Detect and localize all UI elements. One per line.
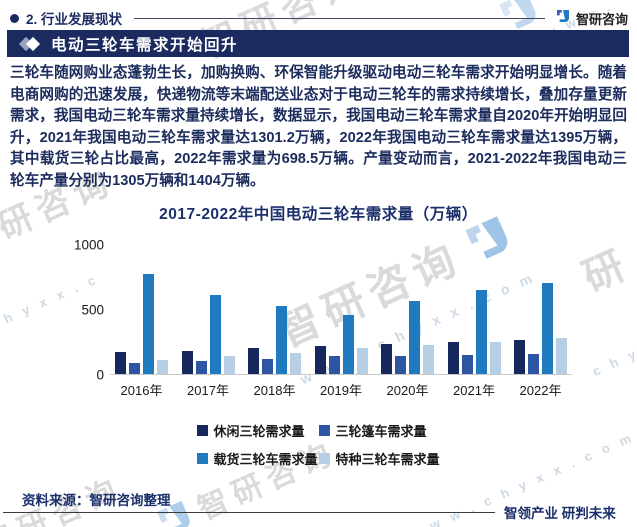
bar-载货三轮车需求量-2019年 — [342, 314, 354, 374]
x-label-2019年: 2019年 — [320, 383, 362, 398]
bar-载货三轮车需求量-2021年 — [475, 289, 487, 374]
bar-group-2022年 — [514, 283, 567, 374]
bar-特种三轮车需求量-2017年 — [223, 356, 235, 374]
bar-特种三轮车需求量-2018年 — [290, 352, 301, 374]
x-label-2016年: 2016年 — [120, 383, 163, 398]
bar-三轮篷车需求量-2021年 — [461, 354, 473, 374]
chart-y-axis: 0 500 1000 — [73, 236, 110, 383]
chart-legend-grid: 休闲三轮需求量 三轮篷车需求量载货三轮车需求量 特种三轮车需求量 — [197, 421, 440, 468]
bar-休闲三轮需求量-2021年 — [447, 342, 459, 374]
brand-logo-icon — [555, 8, 571, 29]
section-title: 电动三轮车需求开始回升 — [51, 36, 239, 54]
bar-载货三轮车需求量-2020年 — [409, 301, 420, 374]
legend-swatch-icon — [197, 425, 209, 436]
legend-item-休闲三轮需求量: 休闲三轮需求量 — [197, 421, 319, 440]
legend-label: 三轮篷车需求量 — [335, 424, 427, 439]
bar-三轮篷车需求量-2019年 — [328, 356, 340, 374]
legend-label: 特种三轮车需求量 — [335, 452, 440, 467]
y-tick-1000: 1000 — [73, 237, 104, 253]
footer-slogan: 智领产业 研判未来 — [504, 506, 616, 521]
section-title-bar: 电动三轮车需求开始回升 — [7, 30, 629, 57]
bar-休闲三轮需求量-2018年 — [248, 348, 259, 374]
legend-swatch-icon — [319, 453, 331, 464]
bar-三轮篷车需求量-2017年 — [195, 360, 207, 374]
section-label: 2. 行业发展现状 — [26, 12, 123, 27]
bar-特种三轮车需求量-2016年 — [157, 360, 168, 374]
chart-title: 2017-2022年中国电动三轮车需求量（万辆） — [159, 206, 478, 223]
page-header: 2. 行业发展现状 智研咨询 — [10, 8, 628, 28]
bar-group-2017年 — [181, 295, 235, 374]
bar-group-2020年 — [381, 301, 434, 374]
x-label-2020年: 2020年 — [386, 383, 429, 398]
legend-label: 休闲三轮需求量 — [213, 424, 305, 439]
legend-item-特种三轮车需求量: 特种三轮车需求量 — [319, 449, 440, 468]
bar-休闲三轮需求量-2019年 — [314, 345, 326, 374]
brand-name: 智研咨询 — [575, 11, 628, 27]
bar-特种三轮车需求量-2021年 — [489, 341, 501, 374]
legend-label: 载货三轮车需求量 — [213, 452, 318, 467]
bar-载货三轮车需求量-2022年 — [542, 283, 553, 374]
chart-legend: 休闲三轮需求量 三轮篷车需求量载货三轮车需求量 特种三轮车需求量 — [0, 421, 637, 468]
legend-item-载货三轮车需求量: 载货三轮车需求量 — [197, 449, 319, 468]
bar-休闲三轮需求量-2020年 — [381, 344, 392, 374]
bar-特种三轮车需求量-2019年 — [356, 348, 368, 374]
bar-载货三轮车需求量-2018年 — [276, 305, 287, 374]
y-tick-500: 500 — [81, 302, 104, 318]
bar-特种三轮车需求量-2022年 — [556, 338, 567, 374]
bar-载货三轮车需求量-2017年 — [209, 295, 221, 374]
bar-三轮篷车需求量-2020年 — [395, 355, 406, 374]
watermark-brand-right: 研 — [576, 240, 637, 301]
bar-group-2019年 — [314, 314, 368, 374]
chart-plot — [110, 236, 572, 375]
legend-swatch-icon — [319, 425, 331, 436]
x-label-2022年: 2022年 — [519, 383, 562, 398]
bar-group-2021年 — [447, 289, 501, 374]
bar-group-2018年 — [248, 305, 301, 374]
brand-logo: 智研咨询 — [555, 8, 628, 29]
bar-三轮篷车需求量-2016年 — [129, 362, 140, 374]
body-paragraph: 三轮车随网购业态蓬勃生长，加购换购、环保智能升级驱动电动三轮车需求开始明显增长。… — [10, 65, 627, 189]
x-label-2018年: 2018年 — [253, 383, 296, 398]
bar-休闲三轮需求量-2022年 — [514, 339, 525, 374]
bar-特种三轮车需求量-2020年 — [423, 345, 434, 374]
bar-三轮篷车需求量-2022年 — [528, 353, 539, 374]
bullet-icon — [10, 13, 19, 23]
footer-divider — [3, 512, 495, 513]
watermark-url-right: c h y x x . c — [590, 316, 637, 380]
y-tick-0: 0 — [96, 367, 104, 383]
bar-group-2016年 — [115, 273, 168, 374]
chart-x-axis: 2016年 2017年 2018年 2019年 2020年 2021年 2022年 — [110, 380, 572, 399]
bar-休闲三轮需求量-2017年 — [181, 350, 193, 374]
x-label-2017年: 2017年 — [187, 383, 229, 398]
x-label-2021年: 2021年 — [453, 383, 495, 398]
bar-chart: 0 500 1000 2016年 2017年 2018年 2019年 2020年 2021年 2… — [73, 236, 572, 399]
legend-swatch-icon — [197, 453, 209, 464]
bar-三轮篷车需求量-2018年 — [262, 359, 273, 374]
data-source: 资料来源：智研咨询整理 — [22, 493, 171, 508]
double-diamond-icon — [18, 36, 42, 51]
legend-item-三轮篷车需求量: 三轮篷车需求量 — [319, 421, 439, 440]
bar-休闲三轮需求量-2016年 — [115, 351, 126, 374]
bar-载货三轮车需求量-2016年 — [143, 273, 154, 374]
header-divider — [134, 17, 545, 19]
